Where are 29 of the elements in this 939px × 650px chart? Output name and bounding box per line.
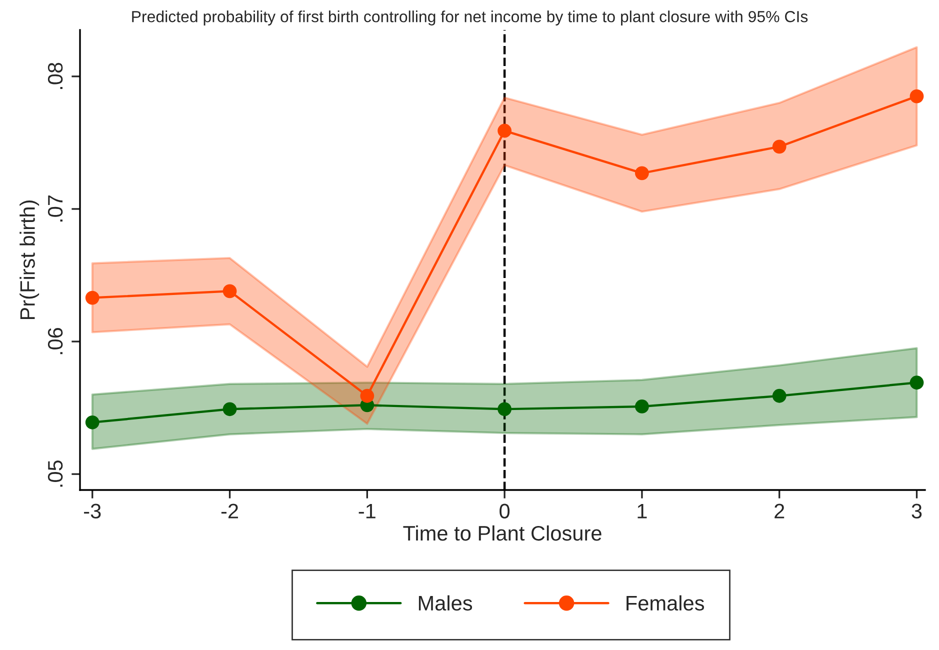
point: [910, 376, 924, 390]
x-tick-label: 2: [774, 504, 784, 518]
point: [498, 124, 512, 138]
point: [635, 400, 649, 414]
point: [772, 388, 786, 403]
y-tick-label: .08: [48, 62, 63, 89]
x-tick-label: -3: [84, 504, 101, 518]
x-tick-label: 0: [500, 504, 510, 518]
point: [360, 388, 374, 403]
point: [222, 284, 237, 298]
y-tick-label: .07: [48, 196, 63, 222]
point: [498, 402, 512, 416]
x-tick-label: -1: [358, 504, 376, 518]
legend-label: Males: [418, 595, 472, 611]
x-tick-label: 1: [638, 504, 647, 518]
point: [222, 402, 237, 416]
legend-label: Females: [626, 595, 704, 611]
point: [85, 415, 100, 430]
point: [85, 290, 100, 305]
y-tick-label: .06: [48, 328, 63, 354]
point: [635, 166, 649, 180]
y-axis-title: Pr(First birth): [20, 200, 40, 320]
chart-title: Predicted probability of first birth controlling for net income by time to plant closure with 95% CIs: [132, 10, 808, 26]
y-tick-label: .05: [48, 460, 63, 487]
point: [772, 140, 786, 154]
x-axis-title: Time to Plant Closure: [403, 525, 602, 541]
x-tick-label: 3: [912, 504, 922, 518]
x-tick-label: -2: [221, 504, 238, 518]
point: [910, 89, 924, 104]
